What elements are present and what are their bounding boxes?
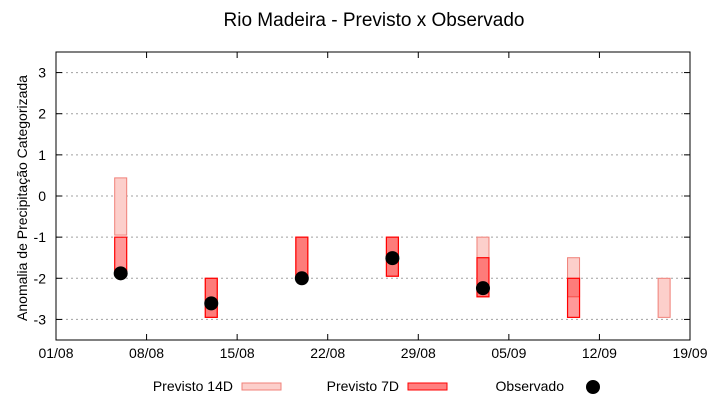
legend-label-7d: Previsto 7D	[327, 378, 399, 394]
y-axis-label: Anomalia de Precipitação Categorizada	[14, 75, 30, 321]
y-tick-label: 3	[38, 65, 46, 81]
ticks: 3 2 1 0 -1 -2 -3 01/08 08/08 15/08 22/08 29/08 05/09…	[34, 52, 708, 361]
y-tick-label: 0	[38, 188, 46, 204]
x-tick-label: 29/08	[401, 345, 436, 361]
legend-label-14d: Previsto 14D	[153, 378, 233, 394]
gridlines	[56, 72, 690, 320]
legend: Previsto 14D Previsto 7D Observado	[153, 378, 600, 394]
bar-previsto-14d	[114, 177, 128, 236]
y-tick-label: -2	[34, 270, 47, 286]
point-observado	[294, 271, 309, 286]
chart-title: Rio Madeira - Previsto x Observado	[224, 10, 525, 31]
point-observado	[475, 281, 490, 296]
x-tick-label: 05/09	[491, 345, 526, 361]
y-tick-label: 2	[38, 106, 46, 122]
x-tick-label: 15/08	[220, 345, 255, 361]
point-observado	[204, 296, 219, 311]
legend-label-observado: Observado	[496, 378, 565, 394]
bar-previsto-14d	[567, 257, 581, 298]
legend-swatch-7d	[407, 382, 448, 391]
legend-marker-observado	[586, 380, 600, 394]
point-observado	[385, 251, 400, 266]
x-tick-label: 01/08	[38, 345, 73, 361]
bar-previsto-14d	[657, 277, 671, 318]
x-tick-label: 19/09	[672, 345, 707, 361]
point-observado	[113, 266, 128, 281]
y-tick-label: -3	[34, 311, 47, 327]
bar-previsto-7d	[566, 277, 581, 318]
legend-swatch-14d	[241, 382, 282, 391]
marks	[113, 177, 671, 318]
x-tick-label: 22/08	[310, 345, 345, 361]
x-tick-label: 08/08	[129, 345, 164, 361]
y-tick-label: -1	[34, 229, 47, 245]
y-tick-label: 1	[38, 147, 46, 163]
x-tick-label: 12/09	[582, 345, 617, 361]
